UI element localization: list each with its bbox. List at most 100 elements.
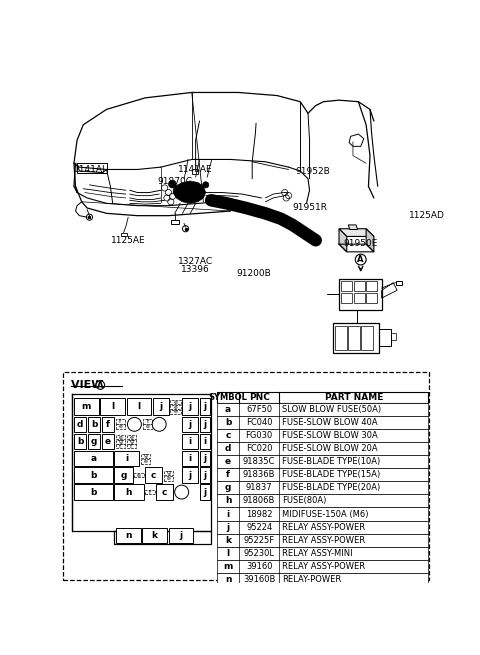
Bar <box>366 281 377 291</box>
Bar <box>156 485 173 500</box>
Bar <box>335 326 347 350</box>
Text: PNC: PNC <box>249 393 270 402</box>
Text: 1125AE: 1125AE <box>111 236 145 245</box>
Bar <box>366 293 377 303</box>
Text: e: e <box>225 457 231 466</box>
Bar <box>114 468 133 483</box>
Text: 91950E: 91950E <box>344 239 378 248</box>
Bar <box>361 326 373 350</box>
Bar <box>217 521 428 534</box>
Bar <box>379 329 391 346</box>
Text: i: i <box>189 454 192 462</box>
Text: a: a <box>225 405 231 414</box>
Text: l: l <box>111 402 114 411</box>
Text: 91806B: 91806B <box>243 496 276 506</box>
Bar <box>145 490 155 495</box>
Bar <box>217 392 428 403</box>
Text: e: e <box>137 473 141 477</box>
Bar <box>143 424 152 429</box>
Text: g: g <box>129 439 133 444</box>
Text: FUSE-SLOW BLOW 20A: FUSE-SLOW BLOW 20A <box>282 444 377 453</box>
Text: 67F50: 67F50 <box>246 405 272 414</box>
Bar <box>217 468 428 481</box>
Text: 95230L: 95230L <box>244 549 275 558</box>
Text: FUSE(80A): FUSE(80A) <box>282 496 326 506</box>
Bar <box>171 219 179 224</box>
Bar <box>164 476 173 481</box>
Bar <box>339 279 382 310</box>
Bar <box>217 455 428 468</box>
Text: 91870C: 91870C <box>157 178 192 186</box>
Text: m: m <box>224 562 233 571</box>
Text: FC040: FC040 <box>246 418 273 427</box>
Text: RELAY ASSY-POWER: RELAY ASSY-POWER <box>282 562 365 571</box>
Bar <box>217 429 428 442</box>
Bar <box>141 454 150 458</box>
Text: g: g <box>167 470 170 476</box>
Text: h: h <box>225 496 231 506</box>
Bar <box>217 534 428 547</box>
Bar <box>142 527 167 543</box>
Bar <box>217 508 428 521</box>
Text: g: g <box>119 439 122 444</box>
Text: SYMBOL: SYMBOL <box>209 393 248 402</box>
Bar <box>116 424 125 429</box>
Text: A: A <box>97 381 104 390</box>
Text: e: e <box>174 400 178 405</box>
Bar <box>217 547 428 560</box>
Bar <box>192 170 198 174</box>
Bar <box>114 451 139 466</box>
Text: i: i <box>189 437 192 446</box>
Text: l: l <box>227 549 230 558</box>
Bar <box>200 451 210 466</box>
Text: j: j <box>203 471 206 479</box>
Text: l: l <box>137 402 141 411</box>
Polygon shape <box>339 229 347 252</box>
Circle shape <box>86 214 93 220</box>
Text: b: b <box>90 487 96 496</box>
Bar <box>217 495 428 508</box>
Polygon shape <box>366 229 374 252</box>
Text: 95224: 95224 <box>246 523 272 532</box>
Text: j: j <box>203 420 206 429</box>
Bar <box>127 398 152 415</box>
Text: c: c <box>226 431 231 440</box>
Text: 1141AE: 1141AE <box>178 165 213 174</box>
Bar <box>88 417 100 432</box>
Text: d: d <box>77 420 84 429</box>
Bar <box>141 459 150 464</box>
Text: FUSE-BLADE TYPE(15A): FUSE-BLADE TYPE(15A) <box>282 470 380 479</box>
Bar <box>348 326 360 350</box>
Text: FUSE-SLOW BLOW 30A: FUSE-SLOW BLOW 30A <box>282 431 377 440</box>
Bar <box>217 416 428 429</box>
Text: c: c <box>151 471 156 479</box>
Text: f: f <box>146 419 149 424</box>
Bar <box>182 434 198 449</box>
Text: FG030: FG030 <box>246 431 273 440</box>
Bar <box>100 398 125 415</box>
Circle shape <box>175 485 189 499</box>
Bar <box>200 398 210 415</box>
Text: A: A <box>96 380 104 390</box>
Text: g: g <box>225 483 231 493</box>
Bar <box>116 444 125 448</box>
Bar <box>145 468 162 483</box>
Text: a: a <box>90 454 96 462</box>
Bar <box>74 451 113 466</box>
Bar <box>200 434 210 449</box>
Circle shape <box>152 417 166 431</box>
Text: RELAY-POWER: RELAY-POWER <box>282 575 341 584</box>
Circle shape <box>168 180 176 188</box>
Text: i: i <box>227 510 230 519</box>
Text: 39160B: 39160B <box>243 575 276 584</box>
Bar <box>170 405 181 409</box>
Text: RELAY ASSY-POWER: RELAY ASSY-POWER <box>282 536 365 545</box>
Bar <box>217 573 428 586</box>
Text: b: b <box>90 471 96 479</box>
Text: 1327AC: 1327AC <box>178 257 213 267</box>
Bar <box>77 163 107 172</box>
Bar <box>74 417 86 432</box>
Text: e: e <box>144 458 147 464</box>
Bar <box>354 293 365 303</box>
Bar <box>121 233 127 236</box>
